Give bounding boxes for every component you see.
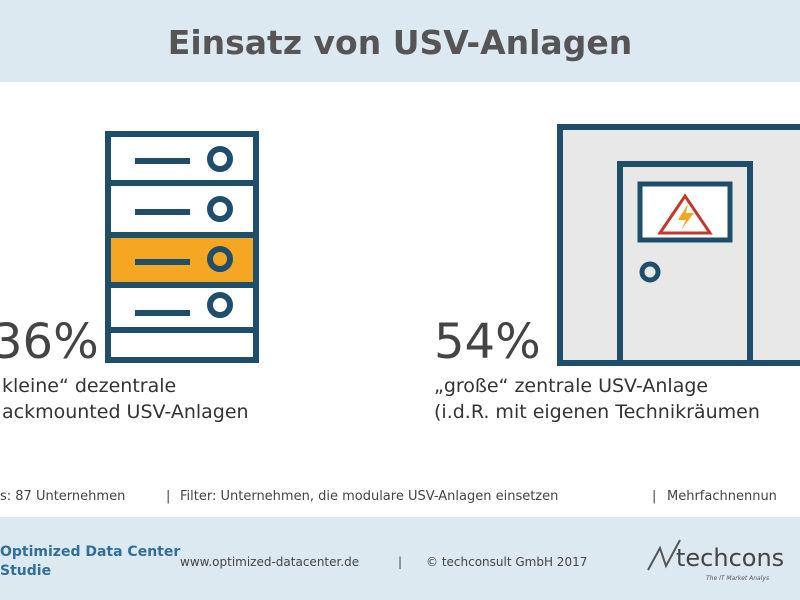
label-right: (i.d.R. mit eigenen Technikräumen — [434, 401, 760, 423]
note: Mehrfachnennun — [667, 489, 777, 504]
study-name: Optimized Data Center — [0, 544, 180, 560]
study-name: Studie — [0, 563, 51, 579]
copyright: © techconsult GmbH 2017 — [426, 555, 587, 569]
room-icon — [557, 124, 800, 366]
header-bar — [0, 0, 800, 82]
label-left: kleine“ dezentrale — [2, 375, 176, 397]
rack-icon — [105, 131, 259, 363]
note: Filter: Unternehmen, die modulare USV-An… — [180, 489, 558, 504]
label-left: ackmounted USV-Anlagen — [2, 401, 249, 423]
note: s: 87 Unternehmen — [0, 489, 125, 504]
url: www.optimized-datacenter.de — [180, 555, 359, 569]
title: Einsatz von USV-Anlagen — [168, 23, 632, 62]
brand: techcons — [676, 544, 784, 572]
separator: | — [398, 555, 402, 569]
tagline: The IT Market Analys — [706, 575, 769, 582]
footer-bar — [0, 517, 800, 600]
label-right: „große“ zentrale USV-Anlage — [434, 375, 708, 397]
note-separator: | — [166, 489, 170, 504]
note-separator: | — [652, 489, 656, 504]
percent-right: 54% — [434, 314, 541, 370]
brand-mark — [647, 539, 681, 571]
percent-left: 36% — [0, 314, 99, 370]
